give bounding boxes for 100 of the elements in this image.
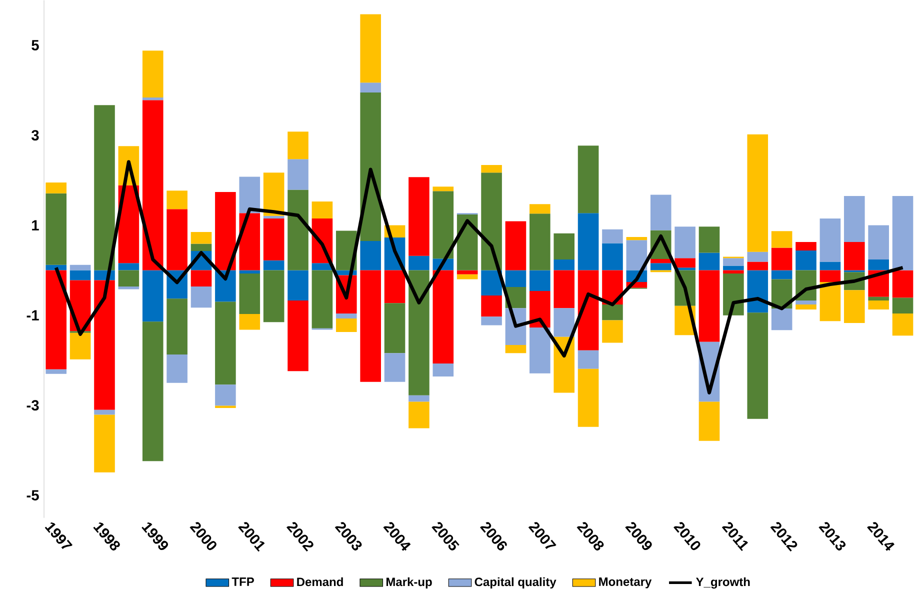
bar bbox=[530, 327, 550, 374]
bar bbox=[771, 308, 792, 330]
bar bbox=[360, 82, 381, 92]
bar bbox=[94, 414, 115, 472]
bar bbox=[384, 352, 406, 382]
bar bbox=[142, 321, 164, 461]
bar bbox=[239, 212, 260, 270]
bar bbox=[215, 384, 236, 406]
bar bbox=[190, 286, 212, 308]
y-tick-label: -1 bbox=[26, 310, 39, 320]
bar bbox=[723, 273, 744, 316]
bar bbox=[432, 186, 454, 191]
bar bbox=[578, 145, 599, 213]
bar bbox=[288, 190, 308, 270]
bar bbox=[698, 402, 720, 441]
bar bbox=[844, 242, 865, 270]
legend-label: Demand bbox=[297, 577, 343, 586]
bar bbox=[723, 258, 744, 266]
bar bbox=[239, 270, 260, 274]
bar bbox=[481, 295, 502, 316]
bar bbox=[336, 318, 357, 332]
bar bbox=[796, 304, 816, 310]
bar bbox=[602, 243, 623, 270]
bar bbox=[723, 270, 744, 274]
bar bbox=[408, 395, 430, 402]
bar bbox=[820, 282, 841, 321]
bar bbox=[46, 264, 67, 270]
bar bbox=[554, 270, 575, 308]
bar bbox=[868, 300, 889, 310]
bar bbox=[142, 270, 164, 322]
bar bbox=[481, 172, 502, 270]
bar bbox=[408, 256, 430, 270]
bar bbox=[626, 240, 648, 270]
bar bbox=[796, 300, 816, 304]
legend-label: TFP bbox=[232, 577, 254, 586]
bar bbox=[360, 240, 381, 270]
bar bbox=[190, 232, 212, 244]
bar bbox=[118, 286, 140, 290]
bar bbox=[456, 274, 478, 280]
bar bbox=[456, 270, 478, 274]
bar bbox=[215, 192, 236, 270]
bar bbox=[166, 190, 188, 209]
bar bbox=[820, 262, 841, 270]
bar bbox=[312, 201, 333, 218]
bar bbox=[481, 164, 502, 172]
bar bbox=[578, 212, 599, 270]
bar bbox=[650, 258, 672, 263]
bar bbox=[360, 14, 381, 82]
bar bbox=[602, 320, 623, 343]
bar bbox=[771, 230, 792, 248]
bar bbox=[771, 248, 792, 270]
bar bbox=[844, 196, 865, 242]
bar bbox=[554, 233, 575, 260]
bar bbox=[505, 221, 526, 270]
bar bbox=[263, 216, 284, 218]
bar bbox=[892, 313, 914, 336]
bar bbox=[239, 314, 260, 330]
bar bbox=[118, 262, 140, 270]
bar bbox=[408, 270, 430, 396]
bar bbox=[94, 104, 115, 270]
bar bbox=[239, 273, 260, 314]
bar bbox=[868, 225, 889, 260]
bar bbox=[166, 354, 188, 383]
bar bbox=[578, 270, 599, 350]
bar bbox=[288, 300, 308, 371]
bar bbox=[892, 196, 914, 270]
bar bbox=[530, 213, 550, 270]
legend-label: Monetary bbox=[599, 577, 652, 588]
bar bbox=[554, 308, 575, 337]
bar bbox=[747, 134, 768, 252]
bar bbox=[650, 194, 672, 230]
bar bbox=[166, 208, 188, 270]
bar bbox=[747, 312, 768, 419]
bar bbox=[530, 204, 550, 214]
bar bbox=[336, 313, 357, 318]
bar bbox=[505, 270, 526, 287]
bar bbox=[432, 363, 454, 376]
bar bbox=[505, 344, 526, 353]
bar bbox=[481, 316, 502, 326]
bar bbox=[190, 270, 212, 286]
bar bbox=[46, 270, 67, 370]
bar bbox=[723, 266, 744, 270]
bar bbox=[408, 176, 430, 256]
bar bbox=[142, 100, 164, 270]
bar bbox=[239, 176, 260, 213]
bar bbox=[263, 218, 284, 260]
bar bbox=[674, 226, 696, 258]
legend-label: Mark-up bbox=[386, 577, 432, 588]
bar bbox=[892, 270, 914, 298]
bar bbox=[674, 258, 696, 268]
bar bbox=[796, 250, 816, 270]
bar bbox=[698, 270, 720, 342]
legend-label: Capital quality bbox=[474, 577, 556, 588]
bar bbox=[747, 262, 768, 270]
bar bbox=[408, 402, 430, 428]
bar bbox=[747, 270, 768, 312]
bar bbox=[892, 298, 914, 314]
y-tick-label: 1 bbox=[32, 220, 39, 230]
bar bbox=[215, 302, 236, 384]
bar bbox=[481, 270, 502, 296]
